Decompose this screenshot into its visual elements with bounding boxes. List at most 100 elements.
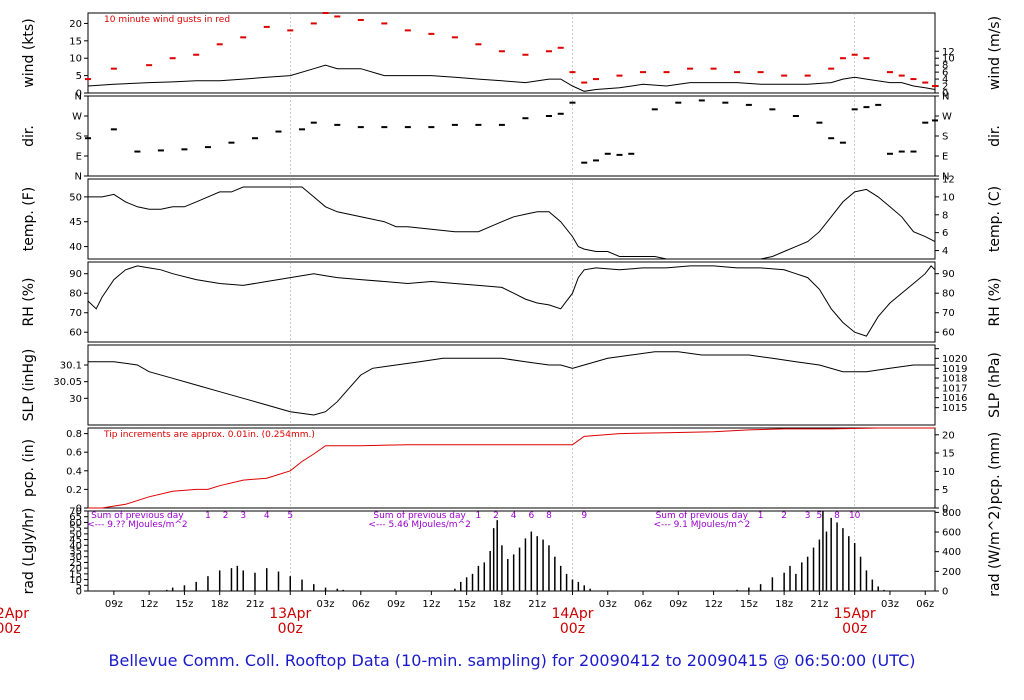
right-tick-label: 70 xyxy=(942,308,955,319)
panel-frame xyxy=(87,178,936,260)
hour-mark: 10 xyxy=(849,511,861,521)
data-point xyxy=(498,123,505,126)
data-point xyxy=(932,85,938,88)
x-tick-label: 18z xyxy=(493,599,511,610)
left-tick-label: 5 xyxy=(76,581,82,592)
data-point xyxy=(275,130,282,133)
left-tick-label: 0.4 xyxy=(66,466,82,477)
data-point xyxy=(404,126,411,129)
data-point xyxy=(498,50,505,53)
left-axis-label: pcp. (in) xyxy=(21,439,37,497)
series-temperature xyxy=(88,186,936,260)
left-tick-label: 30.1 xyxy=(60,361,82,372)
hour-mark: 3 xyxy=(805,511,811,521)
series-wind-direction xyxy=(85,99,938,164)
left-tick-label: 0 xyxy=(76,89,82,100)
hour-mark: 1 xyxy=(758,511,764,521)
left-tick-label: 30 xyxy=(69,552,82,563)
data-point xyxy=(85,78,91,81)
left-tick-label: W xyxy=(72,112,82,123)
left-tick-label: 30 xyxy=(69,394,82,405)
right-tick-label: 400 xyxy=(942,547,961,558)
left-tick-label: 40 xyxy=(69,541,82,552)
data-point xyxy=(522,53,529,56)
right-tick-label: 0 xyxy=(942,587,948,598)
data-point xyxy=(698,99,705,102)
data-point xyxy=(251,137,258,140)
series-relative-humidity xyxy=(87,265,936,337)
date-sublabel: 00z xyxy=(560,621,585,637)
right-tick-label: 10 xyxy=(942,467,955,478)
data-point xyxy=(240,36,247,39)
left-axis-label: SLP (inHg) xyxy=(21,349,37,422)
data-point xyxy=(910,150,917,153)
data-point xyxy=(134,150,141,153)
x-tick-label: 18z xyxy=(211,599,229,610)
left-axis-label: temp. (F) xyxy=(21,187,37,252)
x-tick-label: 09z xyxy=(105,599,123,610)
x-tick-label: 12z xyxy=(140,599,158,610)
data-point xyxy=(299,128,306,131)
right-tick-label: 6 xyxy=(942,68,948,79)
panel-frame xyxy=(87,261,936,343)
data-point xyxy=(898,150,905,153)
data-point xyxy=(640,71,647,74)
x-tick-label: 12z xyxy=(422,599,440,610)
hour-mark: 5 xyxy=(287,511,293,521)
right-tick-label: 200 xyxy=(942,567,961,578)
data-point xyxy=(604,152,611,155)
date-sublabel: 00z xyxy=(278,621,303,637)
data-point xyxy=(181,148,188,151)
radiation-sum-note: <--- 5.46 MJoules/m^2 xyxy=(368,520,470,530)
left-tick-label: 50 xyxy=(69,529,82,540)
data-point xyxy=(451,123,458,126)
hour-mark: 6 xyxy=(528,511,534,521)
data-point xyxy=(592,78,599,81)
data-point xyxy=(169,57,176,60)
right-tick-label: N xyxy=(942,92,949,103)
data-point xyxy=(922,81,929,84)
series-gusts xyxy=(85,12,938,88)
left-tick-label: 15 xyxy=(69,36,82,47)
right-tick-label: 0 xyxy=(942,89,948,100)
data-point xyxy=(898,74,905,77)
data-point xyxy=(85,137,91,140)
left-tick-label: N xyxy=(75,92,82,103)
right-tick-label: 1019 xyxy=(942,364,967,375)
left-axis-label: dir. xyxy=(21,125,37,147)
x-tick-label: 21z xyxy=(528,599,546,610)
right-axis-label: rad (W/m^2) xyxy=(987,505,1003,596)
data-point xyxy=(886,71,893,74)
right-tick-label: 1018 xyxy=(942,374,967,385)
data-point xyxy=(404,29,411,32)
left-axis-label: rad (Lgly/hr) xyxy=(21,508,37,595)
right-tick-label: W xyxy=(942,112,952,123)
right-tick-label: 12 xyxy=(942,175,955,186)
data-point xyxy=(651,108,658,111)
date-label: 14Apr xyxy=(551,606,593,622)
data-point xyxy=(851,108,858,111)
right-tick-label: 0 xyxy=(942,504,948,515)
x-tick-label: 03z xyxy=(881,599,899,610)
left-tick-label: 30.05 xyxy=(53,377,82,388)
data-point xyxy=(769,108,776,111)
data-point xyxy=(922,121,929,124)
hour-mark: 2 xyxy=(493,511,499,521)
data-point xyxy=(687,67,694,70)
hour-mark: 4 xyxy=(511,511,517,521)
left-tick-label: 0 xyxy=(76,504,82,515)
data-point xyxy=(157,149,164,152)
left-tick-label: 70 xyxy=(69,308,82,319)
data-point xyxy=(839,57,846,60)
hour-mark: 9 xyxy=(581,511,587,521)
right-tick-label: 600 xyxy=(942,528,961,539)
right-tick-label: 4 xyxy=(942,246,948,257)
x-tick-label: 03z xyxy=(599,599,617,610)
left-tick-label: 0 xyxy=(76,587,82,598)
x-tick-label: 09z xyxy=(669,599,687,610)
left-tick-label: 65 xyxy=(69,512,82,523)
